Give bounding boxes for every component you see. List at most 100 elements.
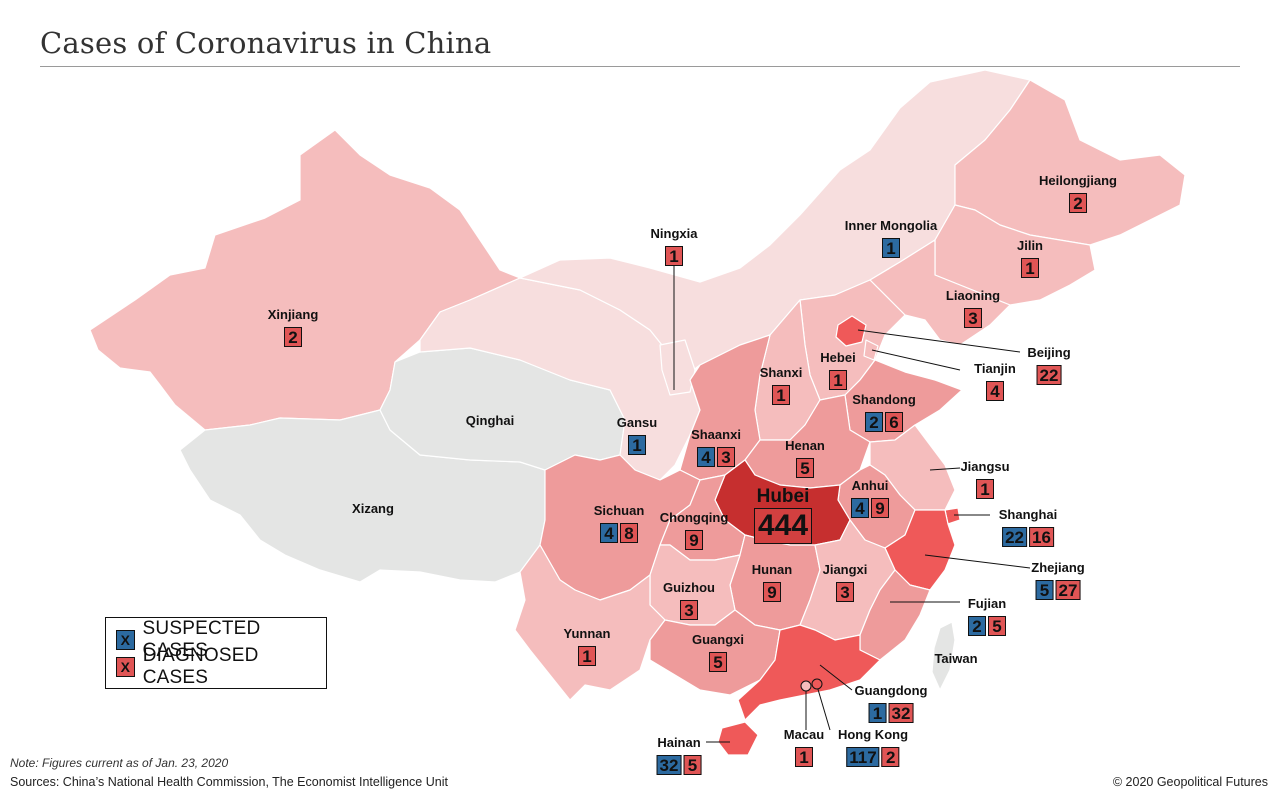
diagnosed-count-hong-kong: 2 [881,747,900,767]
counts-yunnan: 1 [578,646,596,666]
region-hainan[interactable] [717,721,759,756]
region-guangdong[interactable] [737,624,881,721]
diagnosed-count-tianjin: 4 [986,381,1004,401]
label-shaanxi: Shaanxi [691,427,741,442]
label-shanxi: Shanxi [759,365,803,380]
label-anhui: Anhui [851,478,889,493]
suspected-count-gansu: 1 [628,435,646,455]
label-macau: Macau [783,727,825,742]
counts-hong-kong: 117 2 [846,747,900,767]
counts-ningxia: 1 [665,246,683,266]
diagnosed-count-fujian: 5 [988,616,1006,636]
sources: Sources: China’s National Health Commiss… [10,775,448,789]
label-xinjiang: Xinjiang [267,307,319,322]
label-guangxi: Guangxi [691,632,745,647]
diagnosed-count-shanxi: 1 [772,385,790,405]
macau-marker[interactable] [800,680,812,692]
diagnosed-count-hebei: 1 [829,370,847,390]
legend-suspected-swatch: X [116,629,135,650]
counts-hunan: 9 [763,582,781,602]
label-xizang: Xizang [352,501,394,516]
region-ningxia[interactable] [659,339,696,396]
legend: X SUSPECTED CASES X DIAGNOSED CASES [105,617,327,689]
diagnosed-count-yunnan: 1 [578,646,596,666]
copyright: © 2020 Geopolitical Futures [1112,775,1268,789]
leader-lines [673,264,1031,743]
hubei-diagnosed-count: 444 [754,508,812,544]
counts-hebei: 1 [829,370,847,390]
region-tianjin[interactable] [863,339,879,361]
label-chongqing: Chongqing [659,510,729,525]
counts-gansu: 1 [628,435,646,455]
diagnosed-count-shandong: 6 [885,412,903,432]
suspected-count-shandong: 2 [865,412,883,432]
counts-shanghai: 22 16 [1002,527,1054,547]
counts-guangdong: 1 32 [868,703,914,723]
label-taiwan: Taiwan [934,651,978,666]
counts-xinjiang: 2 [284,327,302,347]
label-hebei: Hebei [820,350,856,365]
title-divider [40,66,1240,67]
counts-tianjin: 4 [986,381,1004,401]
diagnosed-count-sichuan: 8 [620,523,638,543]
label-hong-kong: Hong Kong [837,727,909,742]
legend-suspected-label: SUSPECTED CASES [142,617,261,661]
hong-kong-marker[interactable] [811,678,823,690]
diagnosed-count-jilin: 1 [1021,258,1039,278]
label-heilongjiang: Heilongjiang [1039,173,1117,188]
diagnosed-count-henan: 5 [796,458,814,478]
region-beijing[interactable] [835,315,867,347]
suspected-count-anhui: 4 [851,498,869,518]
page-title: Cases of Coronavirus in China [40,26,492,60]
label-gansu: Gansu [616,415,658,430]
label-guizhou: Guizhou [663,580,715,595]
label-zhejiang: Zhejiang [1031,560,1085,575]
suspected-count-shaanxi: 4 [697,447,715,467]
diagnosed-count-shaanxi: 3 [717,447,735,467]
label-henan: Henan [785,438,825,453]
diagnosed-count-hunan: 9 [763,582,781,602]
counts-zhejiang: 5 27 [1035,580,1081,600]
legend-diagnosed-swatch: X [116,656,135,677]
footnote: Note: Figures current as of Jan. 23, 202… [10,756,229,770]
counts-jilin: 1 [1021,258,1039,278]
counts-jiangsu: 1 [976,479,994,499]
diagnosed-count-heilongjiang: 2 [1069,193,1087,213]
counts-liaoning: 3 [964,308,982,328]
diagnosed-count-guizhou: 3 [680,600,698,620]
suspected-count-hainan: 32 [656,755,682,775]
diagnosed-count-guangdong: 32 [888,703,914,723]
region-taiwan[interactable] [931,621,956,691]
counts-jiangxi: 3 [836,582,854,602]
suspected-count-zhejiang: 5 [1035,580,1054,600]
label-shandong: Shandong [852,392,916,407]
label-shanghai: Shanghai [998,507,1058,522]
counts-inner-mongolia: 1 [882,238,900,258]
suspected-count-inner-mongolia: 1 [882,238,900,258]
label-jiangxi: Jiangxi [822,562,868,577]
legend-diagnosed-label: DIAGNOSED CASES [142,644,259,688]
label-beijing: Beijing [1027,345,1071,360]
label-jiangsu: Jiangsu [960,459,1010,474]
label-qinghai: Qinghai [465,413,515,428]
suspected-count-sichuan: 4 [600,523,618,543]
diagnosed-count-chongqing: 9 [685,530,703,550]
label-ningxia: Ningxia [650,226,698,241]
counts-guangxi: 5 [709,652,727,672]
suspected-count-fujian: 2 [968,616,986,636]
counts-beijing: 22 [1036,365,1062,385]
counts-chongqing: 9 [685,530,703,550]
counts-shanxi: 1 [772,385,790,405]
label-hainan: Hainan [657,735,701,750]
label-tianjin: Tianjin [974,361,1016,376]
diagnosed-count-liaoning: 3 [964,308,982,328]
counts-macau: 1 [795,747,813,767]
suspected-count-hong-kong: 117 [846,747,880,767]
label-hunan: Hunan [751,562,793,577]
diagnosed-count-beijing: 22 [1036,365,1062,385]
label-inner-mongolia: Inner Mongolia [844,218,938,233]
label-sichuan: Sichuan [593,503,645,518]
